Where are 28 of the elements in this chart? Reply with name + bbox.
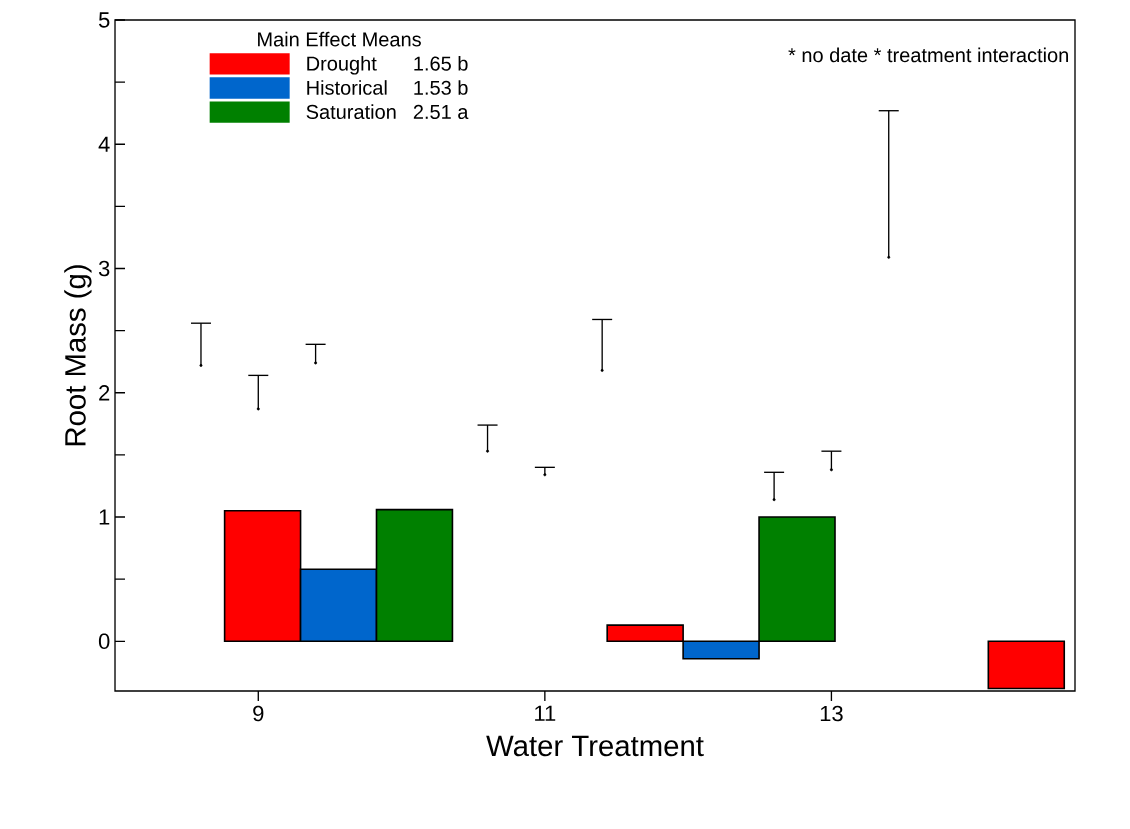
point <box>314 361 318 365</box>
annotation: * no date * treatment interaction <box>788 47 1068 63</box>
point <box>829 468 833 472</box>
y-tick-label: 5 <box>98 12 110 28</box>
point <box>486 449 490 453</box>
x-tick-label: 13 <box>820 705 843 722</box>
annotation: 2.51 a <box>413 104 469 119</box>
point <box>543 473 547 477</box>
y-tick-label: 1 <box>99 509 110 525</box>
annotation: 1.65 b <box>414 55 468 71</box>
legend-label: Historical <box>307 80 387 95</box>
point <box>600 368 604 372</box>
y-tick-label: 4 <box>98 136 110 152</box>
point <box>887 255 891 259</box>
y-axis-title: Root Mass (g) <box>64 265 92 446</box>
x-tick-label: 9 <box>253 705 264 722</box>
legend-label: Saturation <box>306 104 396 119</box>
legend-title: Main Effect Means <box>258 31 421 47</box>
y-tick-label: 0 <box>98 633 110 650</box>
y-tick-label: 3 <box>98 260 110 277</box>
x-tick-label: 11 <box>535 705 556 721</box>
y-tick-label: 2 <box>99 385 110 401</box>
annotation: 1.53 b <box>414 80 468 95</box>
point <box>199 363 203 367</box>
x-axis-title: Water Treatment <box>486 735 704 757</box>
point <box>256 407 260 411</box>
point <box>772 498 776 502</box>
legend-label: Drought <box>307 55 377 75</box>
